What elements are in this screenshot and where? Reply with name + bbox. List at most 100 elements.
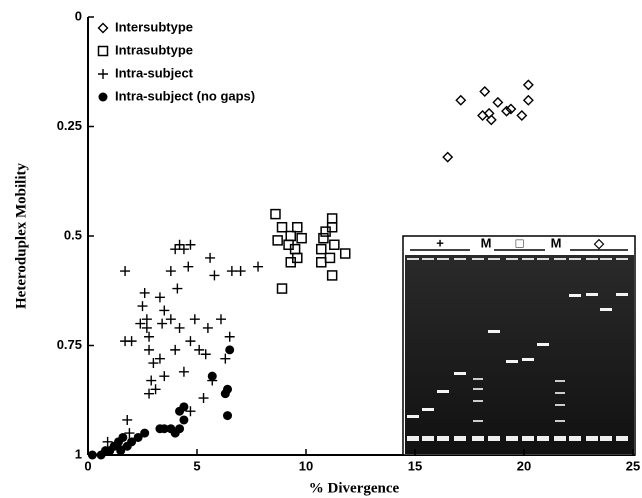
point [141,314,152,325]
gel-band [586,293,598,296]
point [522,94,534,106]
point [225,345,235,355]
point [141,322,152,333]
point [102,436,113,447]
point [144,388,155,399]
legend-label: Intersubtype [115,19,193,34]
point [133,432,143,442]
point [159,424,169,434]
point [289,243,301,255]
gel-band [473,388,483,390]
y-tick-label: 0.5 [64,227,82,242]
x-tick-label: 20 [517,458,531,473]
point [87,450,97,460]
gel-band [488,258,500,260]
point [198,393,209,404]
point [148,358,159,369]
point [455,94,467,106]
gel-band [555,404,565,406]
point [253,261,264,272]
point [154,353,165,364]
inset-label: ◇ [593,235,605,250]
gel-band [506,258,518,260]
point [144,344,155,355]
point [477,110,489,122]
point [224,331,235,342]
point [189,314,200,325]
point [326,270,338,281]
point [179,415,189,425]
point [175,424,185,434]
gel-band [473,378,483,380]
point [174,322,185,333]
point [120,266,131,277]
inset-label: + [436,235,444,250]
point [146,375,157,386]
gel-band [554,436,566,441]
point [135,318,146,329]
gel-band [569,258,581,260]
gel-band [600,258,612,260]
gel-band [407,258,419,260]
legend-label: Intra-subject (no gaps) [115,88,255,103]
point [220,353,231,364]
y-tick-label: 0.75 [57,337,82,352]
point [159,305,170,316]
gel-band [616,436,628,441]
gel-band [616,258,628,260]
point [170,344,181,355]
point [505,103,517,115]
point [276,283,288,294]
point [185,336,196,347]
gel-band [407,436,419,441]
gel-band [437,436,449,441]
y-axis-label: Heteroduplex Mobility [13,163,29,309]
point [272,235,283,246]
point [124,428,135,439]
gel-band [472,258,484,260]
x-axis-label: % Divergence [309,480,400,496]
point [179,402,189,412]
gel-band [522,436,534,441]
gel-band [454,258,466,260]
gel-band [616,293,628,296]
point [276,221,288,233]
point [200,349,211,360]
gel-band [569,294,581,297]
point [178,244,189,255]
gel-band [422,258,434,260]
point [118,432,128,442]
y-tick-label: 0 [75,8,82,23]
point [285,230,296,242]
gel-band [407,415,419,418]
gel-band [555,392,565,394]
point [339,248,351,259]
point [137,301,148,312]
gel-image [405,255,634,454]
point [185,239,196,250]
gel-band [522,258,534,260]
gel-band [506,436,518,441]
gel-band [437,390,449,393]
point [122,414,133,425]
point [326,213,338,224]
gel-band [422,436,434,441]
x-tick-label: 10 [299,458,313,473]
inset-label: M [551,235,562,250]
point [159,371,170,382]
x-tick-label: 0 [84,458,91,473]
gel-band [586,436,598,441]
point [442,151,454,163]
point [207,371,217,381]
point [320,226,331,237]
point [126,336,137,347]
point [209,270,220,281]
point [316,257,327,268]
point [226,266,237,277]
point [270,208,281,220]
gel-band [454,436,466,441]
point [140,428,150,438]
point [479,85,491,97]
point [324,252,336,264]
gel-band [488,436,500,441]
